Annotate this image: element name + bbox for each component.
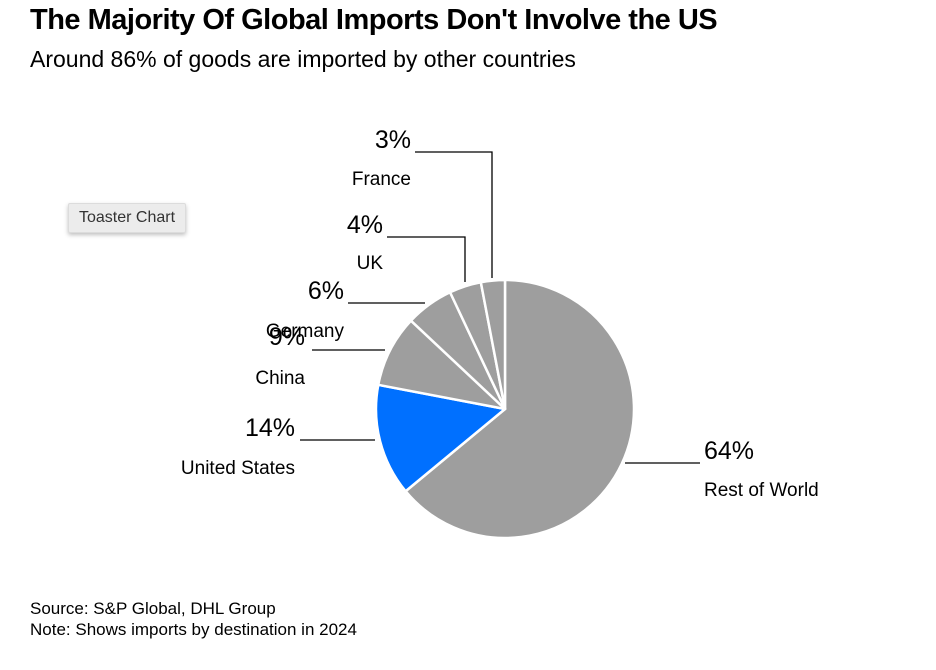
chart-title: The Majority Of Global Imports Don't Inv…: [30, 4, 718, 36]
source-note: Source: S&P Global, DHL Group: [30, 599, 276, 618]
data-label-rest-of-world: 64%: [704, 437, 754, 465]
toaster-chart-badge[interactable]: Toaster Chart: [68, 203, 187, 233]
leader-line-uk: [387, 236, 466, 282]
footnote: Note: Shows imports by destination in 20…: [30, 620, 357, 639]
category-label-uk: UK: [357, 253, 384, 274]
pie-slice-france: [479, 278, 507, 411]
category-label-rest-of-world: Rest of World: [704, 480, 819, 501]
category-label-united-states: United States: [181, 458, 295, 479]
category-label-china: China: [255, 368, 305, 389]
pie-slice-united-states: [374, 383, 507, 493]
category-label-germany: Germany: [266, 321, 345, 342]
leader-line-france: [415, 151, 493, 278]
data-label-united-states: 14%: [245, 414, 295, 442]
chart-subtitle: Around 86% of goods are imported by othe…: [30, 46, 576, 72]
data-label-germany: 6%: [308, 277, 344, 305]
data-label-uk: 4%: [347, 211, 383, 239]
pie-slice-rest-of-world: [404, 278, 636, 540]
data-label-france: 3%: [375, 126, 411, 154]
chart-footer: Source: S&P Global, DHL Group Note: Show…: [30, 598, 357, 640]
data-label-china: 9%: [269, 323, 305, 351]
category-label-france: France: [352, 169, 411, 190]
